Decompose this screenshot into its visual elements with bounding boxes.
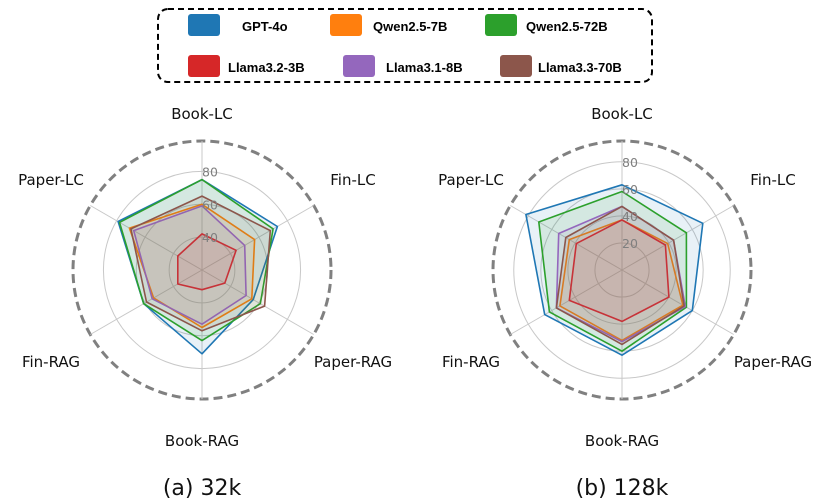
legend-label-qwen2-5-7b: Qwen2.5-7B bbox=[373, 19, 447, 34]
radar-chart-32k: 40 60 80 Book-LC Fin-LC Paper-RAG Book-RAG Fin-… bbox=[18, 105, 392, 450]
legend-swatch-llama3-1-8b bbox=[343, 55, 375, 77]
series-gpt-4o bbox=[525, 184, 704, 357]
axis-label-fin-rag: Fin-RAG bbox=[22, 353, 80, 371]
legend-entry-gpt-4o: GPT-4o bbox=[188, 14, 288, 36]
spoke-fin-rag bbox=[510, 269, 623, 335]
axis-label-fin-rag: Fin-RAG bbox=[442, 353, 500, 371]
series-qwen2-5-7b bbox=[128, 203, 256, 329]
axis-label-book-rag: Book-RAG bbox=[585, 432, 659, 450]
axis-label-book-lc: Book-LC bbox=[591, 105, 653, 123]
legend-entry-llama3-1-8b: Llama3.1-8B bbox=[343, 55, 463, 77]
axis-label-book-rag: Book-RAG bbox=[165, 432, 239, 450]
axis-label-paper-rag: Paper-RAG bbox=[314, 353, 392, 371]
tick-label-20: 20 bbox=[622, 236, 638, 251]
legend-swatch-gpt-4o bbox=[188, 14, 220, 36]
series-llama3-2-3b bbox=[177, 233, 237, 291]
legend-label-llama3-3-70b: Llama3.3-70B bbox=[538, 60, 622, 75]
tick-label-40: 40 bbox=[202, 230, 218, 245]
series-qwen2-5-7b bbox=[559, 219, 684, 342]
legend-entry-qwen2-5-7b: Qwen2.5-7B bbox=[330, 14, 447, 36]
caption-32k: (a) 32k bbox=[163, 476, 242, 501]
legend-swatch-qwen2-5-72b bbox=[485, 14, 517, 36]
legend-entry-llama3-3-70b: Llama3.3-70B bbox=[500, 55, 622, 77]
legend-label-qwen2-5-72b: Qwen2.5-72B bbox=[526, 19, 608, 34]
tick-label-60: 60 bbox=[202, 197, 218, 212]
axis-label-fin-lc: Fin-LC bbox=[330, 171, 375, 189]
tick-label-80: 80 bbox=[202, 164, 218, 179]
axis-label-book-lc: Book-LC bbox=[171, 105, 233, 123]
legend-label-llama3-2-3b: Llama3.2-3B bbox=[228, 60, 305, 75]
spoke-paper-rag bbox=[621, 269, 734, 335]
legend-entry-llama3-2-3b: Llama3.2-3B bbox=[188, 55, 305, 77]
series-qwen2-5-72b bbox=[118, 178, 274, 342]
legend-swatch-qwen2-5-7b bbox=[330, 14, 362, 36]
spoke-fin-lc bbox=[201, 205, 314, 271]
series-llama3-3-70b bbox=[130, 195, 272, 332]
series-group bbox=[525, 184, 704, 357]
legend: GPT-4o Qwen2.5-7B Qwen2.5-72B Llama3.2-3… bbox=[157, 8, 653, 83]
series-llama3-1-8b bbox=[132, 205, 247, 326]
spoke-paper-lc bbox=[90, 205, 203, 271]
axis-label-paper-rag: Paper-RAG bbox=[734, 353, 812, 371]
legend-swatch-llama3-3-70b bbox=[500, 55, 532, 77]
legend-label-llama3-1-8b: Llama3.1-8B bbox=[386, 60, 463, 75]
spoke-paper-rag bbox=[201, 269, 314, 335]
axis-label-paper-lc: Paper-LC bbox=[18, 171, 84, 189]
series-llama3-2-3b bbox=[568, 219, 670, 323]
series-gpt-4o bbox=[117, 178, 279, 355]
caption-128k: (b) 128k bbox=[576, 476, 669, 501]
legend-label-gpt-4o: GPT-4o bbox=[242, 19, 288, 34]
spoke-fin-lc bbox=[621, 205, 734, 271]
series-group bbox=[117, 178, 279, 355]
axis-label-fin-lc: Fin-LC bbox=[750, 171, 795, 189]
radar-chart-128k: 20 40 60 80 Book-LC Fin-LC Paper-RAG Book-RAG Fi… bbox=[438, 105, 812, 450]
legend-swatch-llama3-2-3b bbox=[188, 55, 220, 77]
tick-label-40: 40 bbox=[622, 209, 638, 224]
legend-entry-qwen2-5-72b: Qwen2.5-72B bbox=[485, 14, 608, 36]
axis-label-paper-lc: Paper-LC bbox=[438, 171, 504, 189]
tick-label-80: 80 bbox=[622, 155, 638, 170]
tick-label-60: 60 bbox=[622, 182, 638, 197]
series-llama3-3-70b bbox=[555, 205, 685, 346]
